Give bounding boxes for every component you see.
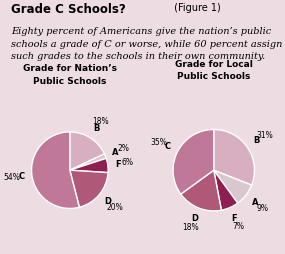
Text: F: F [116, 160, 121, 169]
Wedge shape [70, 158, 108, 172]
Text: Grade C Schools?: Grade C Schools? [11, 3, 126, 16]
Text: 2%: 2% [118, 144, 130, 153]
Text: 18%: 18% [93, 117, 109, 125]
Text: 7%: 7% [232, 223, 244, 231]
Text: F: F [232, 214, 237, 223]
Text: C: C [18, 172, 24, 181]
Text: 9%: 9% [257, 204, 269, 213]
Wedge shape [214, 130, 255, 185]
Text: 54%: 54% [4, 173, 21, 182]
Text: 35%: 35% [150, 138, 167, 147]
Text: Eighty percent of Americans give the nation’s public
schools a grade of C or wor: Eighty percent of Americans give the nat… [11, 27, 283, 61]
Text: D: D [104, 197, 111, 206]
Text: A: A [252, 198, 258, 207]
Text: A: A [112, 148, 119, 157]
Text: (Figure 1): (Figure 1) [171, 3, 221, 13]
Text: C: C [164, 142, 170, 151]
Wedge shape [173, 130, 214, 194]
Text: 18%: 18% [183, 223, 199, 232]
Wedge shape [70, 132, 105, 170]
Text: 20%: 20% [106, 203, 123, 212]
Text: B: B [93, 124, 99, 133]
Wedge shape [70, 170, 108, 207]
Wedge shape [214, 170, 252, 203]
Text: D: D [191, 214, 198, 223]
Wedge shape [214, 170, 238, 210]
Text: 6%: 6% [121, 158, 134, 167]
Title: Grade for Local
Public Schools: Grade for Local Public Schools [175, 60, 253, 82]
Text: 31%: 31% [256, 131, 273, 140]
Title: Grade for Nation’s
Public Schools: Grade for Nation’s Public Schools [23, 64, 117, 86]
Text: B: B [254, 136, 260, 145]
Wedge shape [181, 170, 221, 211]
Wedge shape [70, 154, 106, 170]
Wedge shape [32, 132, 79, 209]
